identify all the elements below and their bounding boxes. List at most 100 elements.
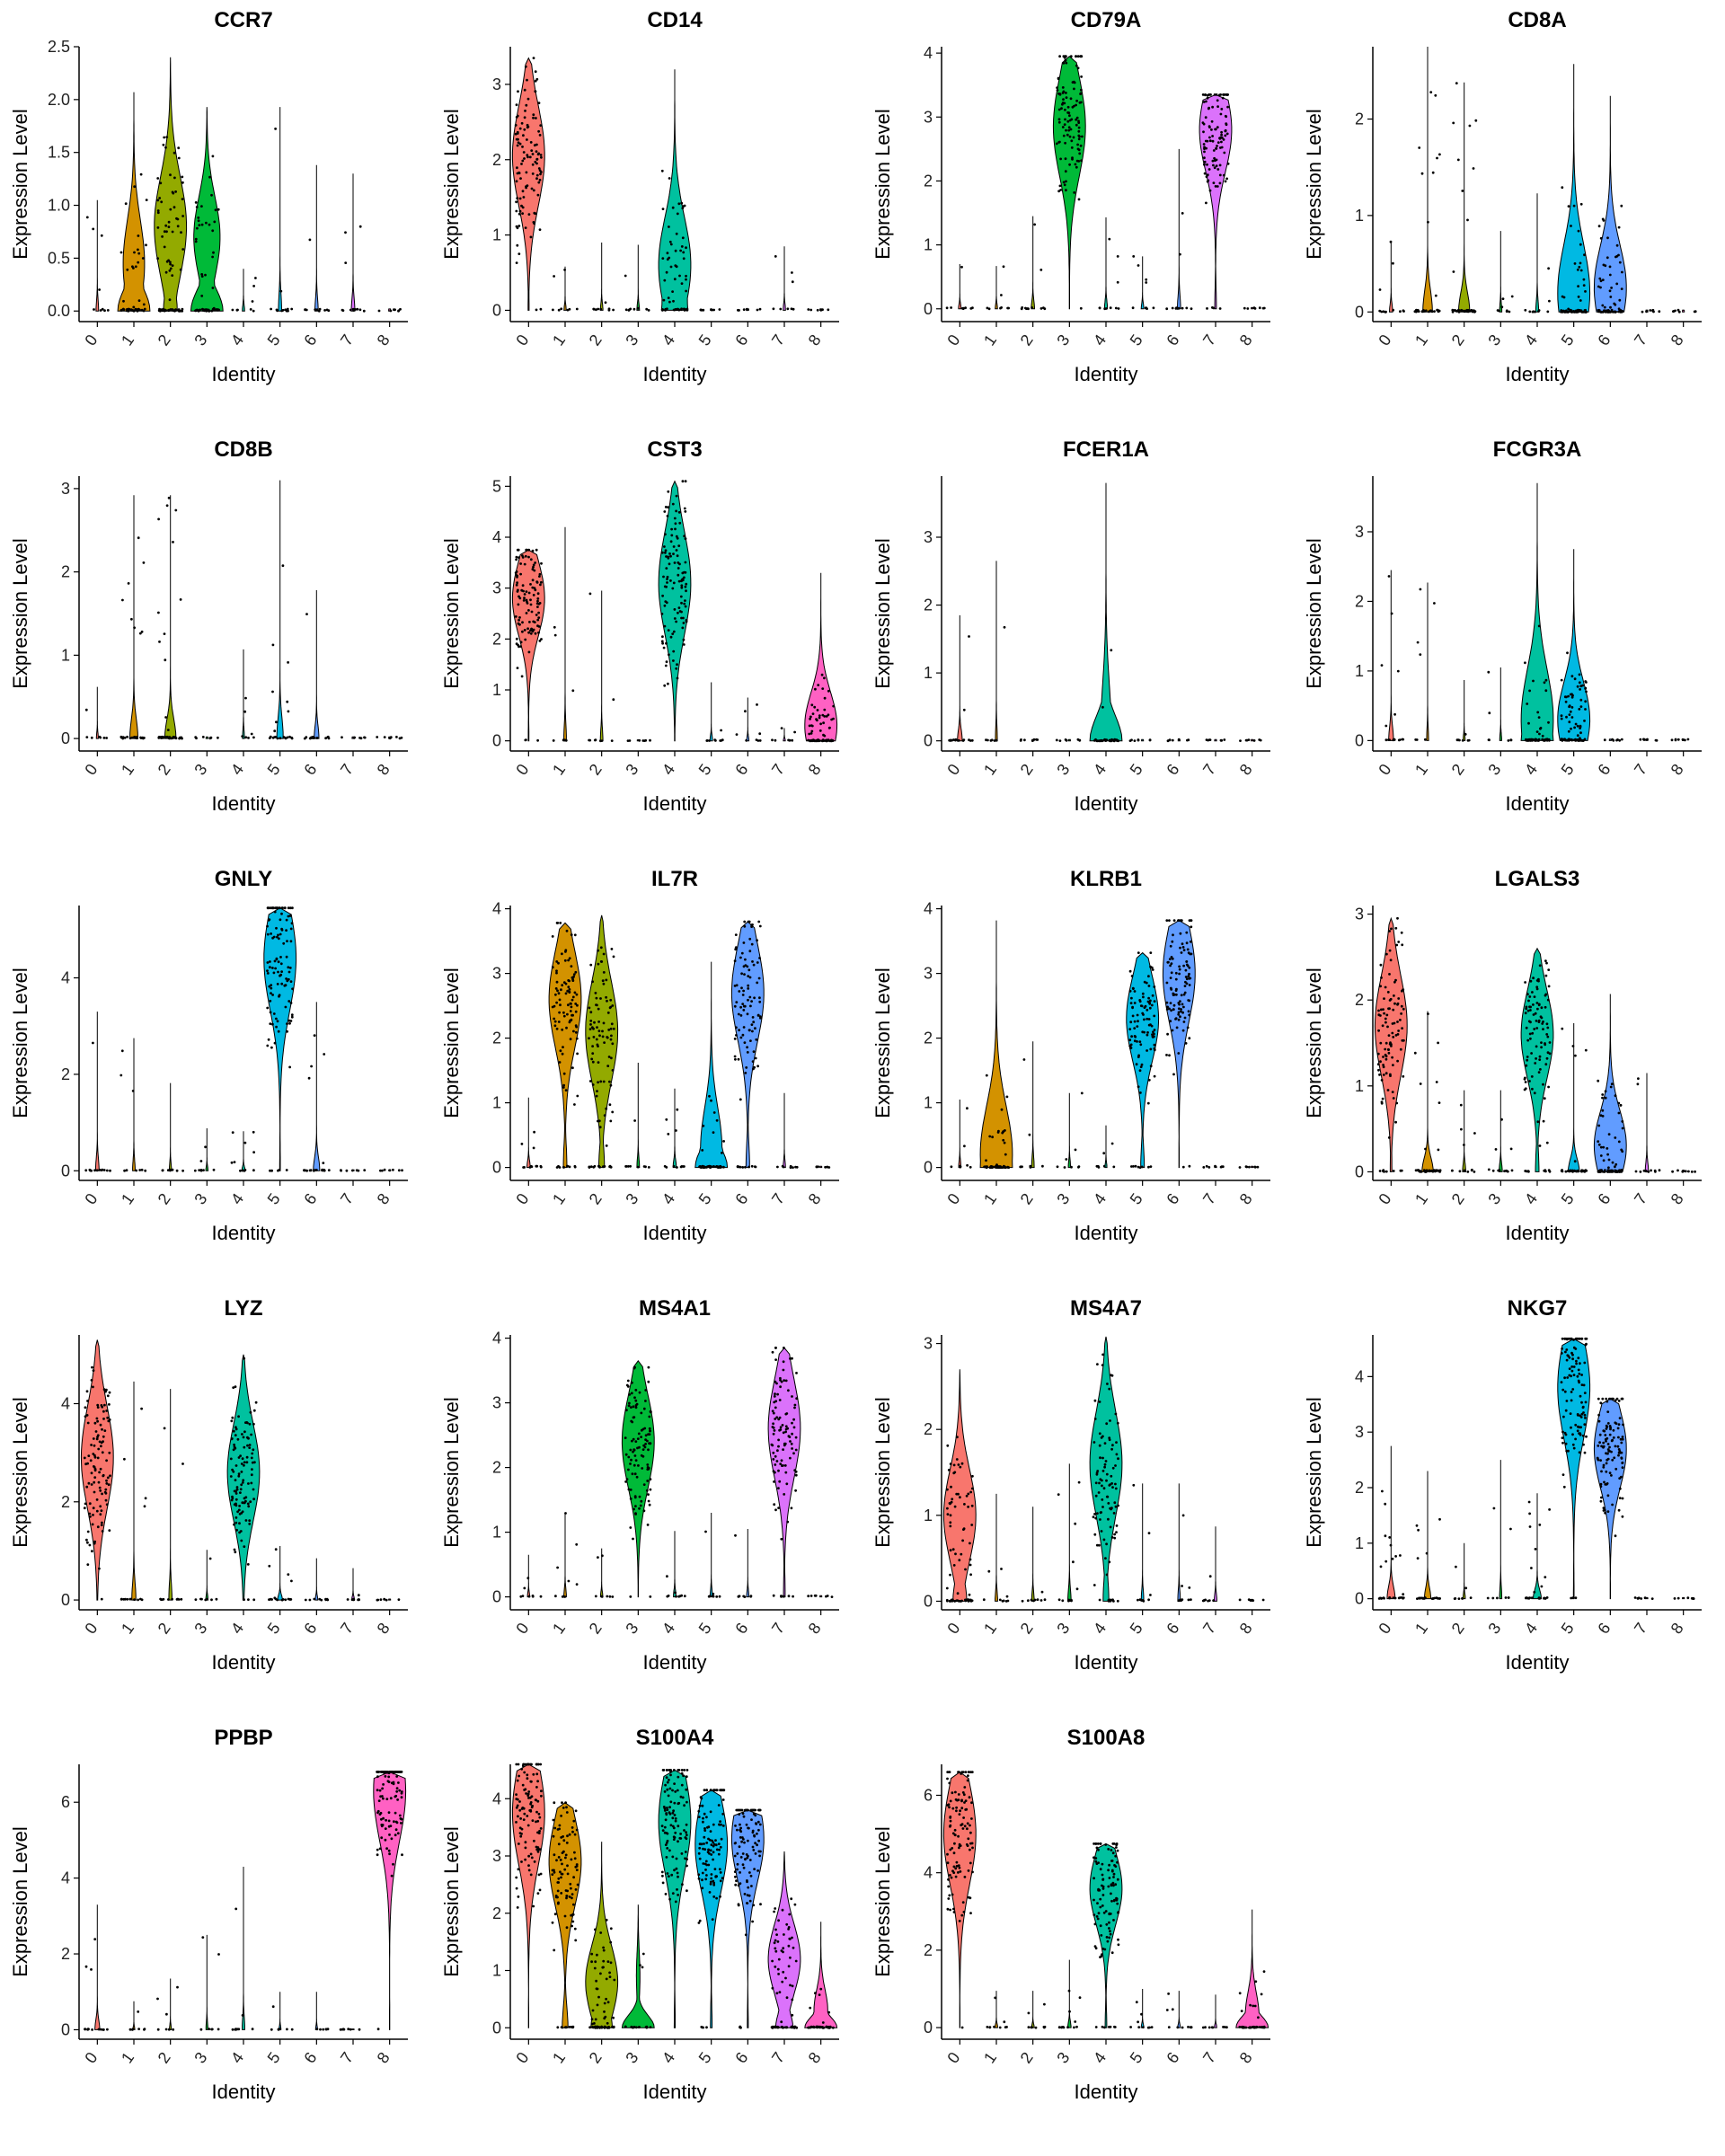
data-point (280, 928, 284, 932)
data-point (1526, 1038, 1530, 1042)
data-point (1601, 1397, 1605, 1401)
data-point (1561, 1436, 1564, 1440)
data-point (1544, 974, 1548, 977)
data-point (1181, 946, 1185, 949)
data-point (212, 251, 215, 254)
data-point (524, 554, 527, 558)
data-point (1653, 1169, 1657, 1172)
data-point (1224, 114, 1227, 118)
data-point (1392, 1036, 1395, 1038)
data-point (1181, 212, 1184, 215)
data-point (1133, 1020, 1137, 1023)
data-point (540, 638, 543, 641)
data-point (1225, 177, 1228, 181)
data-point (521, 212, 524, 216)
data-point (1115, 1453, 1119, 1456)
data-point (1598, 277, 1602, 280)
data-point (527, 555, 530, 559)
data-point (1497, 1169, 1500, 1172)
data-point (960, 1462, 964, 1465)
data-point (1031, 306, 1033, 309)
data-point (93, 1490, 96, 1494)
x-tick-label: 3 (1053, 331, 1073, 349)
y-tick-label: 4 (924, 900, 933, 918)
data-point (1654, 738, 1658, 742)
data-point (351, 1169, 354, 1172)
data-point (527, 650, 531, 654)
data-point (1062, 98, 1065, 101)
data-point (1535, 1057, 1537, 1060)
data-point (647, 1467, 650, 1471)
data-point (525, 612, 528, 614)
data-point (124, 202, 128, 206)
data-point (1001, 1599, 1004, 1603)
data-point (1571, 1353, 1574, 1356)
x-tick-label: 1 (1411, 761, 1431, 779)
data-point (1603, 305, 1606, 309)
y-tick-label: 4 (1355, 1367, 1364, 1385)
data-point (1536, 711, 1540, 714)
data-point (379, 1169, 382, 1172)
data-point (1580, 1401, 1583, 1404)
data-point (675, 1129, 677, 1132)
data-point (1567, 205, 1570, 208)
data-point (609, 1083, 613, 1087)
data-point (1570, 1391, 1573, 1393)
data-point (564, 950, 567, 953)
data-point (1216, 105, 1219, 108)
data-point (783, 1464, 787, 1467)
data-point (321, 1168, 324, 1171)
y-axis-title: Expression Level (1303, 109, 1325, 260)
data-point (528, 621, 531, 623)
data-point (217, 308, 219, 312)
data-point (241, 1501, 244, 1505)
data-point (666, 252, 669, 255)
data-point (1686, 738, 1690, 741)
data-point (743, 973, 746, 976)
data-point (1137, 1085, 1140, 1089)
data-point (1610, 310, 1614, 314)
data-point (514, 571, 518, 574)
data-point (1571, 1443, 1575, 1446)
data-point (254, 1401, 258, 1404)
y-tick-label: 0 (492, 301, 501, 319)
data-point (1166, 1032, 1169, 1036)
data-point (589, 1023, 592, 1026)
data-point (519, 177, 522, 181)
data-point (531, 579, 535, 582)
data-point (289, 940, 293, 943)
data-point (522, 151, 526, 154)
data-point (595, 308, 597, 312)
data-point (101, 1451, 104, 1454)
data-point (955, 1492, 959, 1496)
data-point (780, 1459, 783, 1462)
data-point (1108, 1560, 1111, 1564)
data-point (1572, 1374, 1576, 1376)
data-point (777, 1487, 780, 1489)
data-point (243, 1461, 246, 1464)
violin-cst3-7 (783, 728, 786, 742)
data-point (752, 1067, 755, 1071)
data-point (676, 663, 678, 667)
data-point (535, 150, 538, 154)
data-point (745, 738, 748, 742)
data-point (1563, 310, 1567, 314)
violin-ms4a7-7 (1214, 1526, 1217, 1602)
data-point (567, 979, 571, 982)
data-point (168, 269, 172, 272)
x-tick-label: 3 (622, 1620, 641, 1638)
data-point (748, 1029, 751, 1032)
data-point (705, 739, 709, 742)
data-point (85, 736, 89, 738)
data-point (1525, 738, 1527, 741)
data-point (1584, 308, 1587, 312)
data-point (748, 937, 752, 941)
data-point (198, 1169, 201, 1171)
data-point (1569, 710, 1572, 713)
data-point (1107, 1517, 1110, 1521)
data-point (163, 245, 166, 249)
data-point (610, 1022, 614, 1026)
data-point (252, 1598, 256, 1602)
data-point (1509, 738, 1513, 742)
data-point (169, 262, 172, 266)
